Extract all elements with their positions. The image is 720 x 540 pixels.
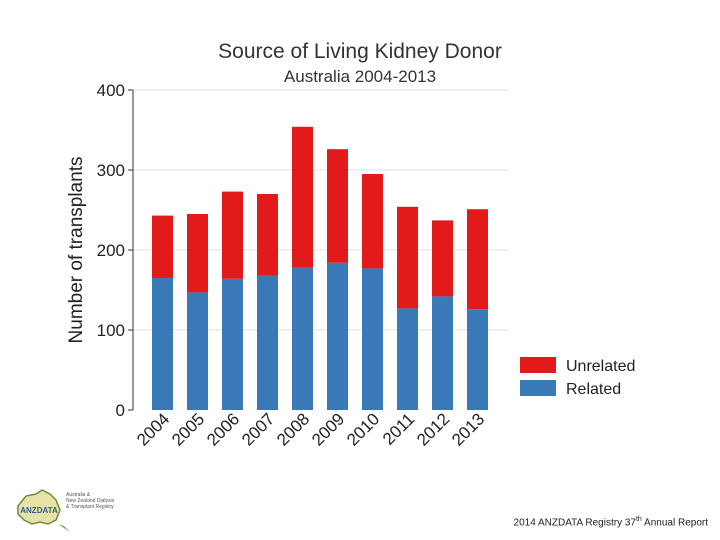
bar-unrelated-2006 (222, 191, 243, 279)
bar-unrelated-2012 (432, 220, 453, 297)
bar-related-2010 (362, 268, 383, 410)
footer-suffix: Annual Report (641, 517, 708, 529)
y-tick-label: 400 (97, 81, 125, 100)
footer-prefix: 2014 ANZDATA Registry 37 (513, 517, 636, 529)
y-ticks: 0 100 200 300 400 (97, 81, 133, 420)
x-tick-label: 2012 (413, 409, 453, 449)
x-tick-label: 2004 (133, 409, 173, 449)
bar-unrelated-2009 (327, 149, 348, 263)
bar-unrelated-2010 (362, 174, 383, 269)
chart-subtitle: Australia 2004-2013 (284, 67, 436, 86)
nz-map-icon (58, 524, 70, 532)
footer-citation: 2014 ANZDATA Registry 37th Annual Report (514, 516, 708, 528)
bar-related-2007 (257, 275, 278, 410)
bars (152, 126, 488, 410)
australia-map-icon (17, 489, 61, 525)
x-tick-label: 2007 (238, 409, 278, 449)
x-tick-label: 2008 (273, 409, 313, 449)
x-tick-label: 2011 (379, 409, 418, 448)
logo-line: New Zealand Dialysis (66, 498, 115, 504)
x-tick-label: 2010 (343, 409, 383, 449)
bar-related-2005 (187, 292, 208, 410)
legend: Unrelated Related (520, 357, 635, 398)
bar-unrelated-2008 (292, 126, 313, 268)
bar-related-2009 (327, 262, 348, 410)
bar-related-2013 (467, 309, 488, 410)
logo-mark: ANZDATA (20, 506, 58, 515)
bar-related-2004 (152, 278, 173, 410)
legend-swatch-related (520, 380, 556, 396)
bar-related-2006 (222, 278, 243, 410)
bar-related-2008 (292, 267, 313, 410)
logo-text: Australia & New Zealand Dialysis & Trans… (66, 492, 114, 510)
bar-unrelated-2005 (187, 214, 208, 293)
y-tick-label: 200 (97, 241, 125, 260)
footer-sup: th (635, 516, 642, 523)
logo-line: Australia & (66, 492, 91, 498)
y-axis-label: Number of transplants (66, 157, 87, 344)
y-tick-label: 0 (116, 401, 125, 420)
bar-unrelated-2004 (152, 215, 173, 278)
x-tick-label: 2013 (448, 409, 488, 449)
legend-swatch-unrelated (520, 357, 556, 373)
y-tick-label: 100 (97, 321, 125, 340)
chart-title: Source of Living Kidney Donor (218, 40, 502, 63)
y-tick-label: 300 (97, 161, 125, 180)
legend-label-related: Related (566, 381, 621, 398)
bar-unrelated-2007 (257, 194, 278, 276)
anzdata-logo: ANZDATA (17, 489, 70, 532)
bar-related-2011 (397, 308, 418, 410)
x-tick-label: 2005 (168, 409, 208, 449)
x-tick-label: 2009 (308, 409, 348, 449)
legend-label-unrelated: Unrelated (566, 358, 635, 375)
bar-unrelated-2013 (467, 209, 488, 310)
bar-related-2012 (432, 296, 453, 410)
logo-line: & Transplant Registry (66, 504, 114, 510)
x-tick-label: 2006 (203, 409, 243, 449)
bar-unrelated-2011 (397, 206, 418, 309)
